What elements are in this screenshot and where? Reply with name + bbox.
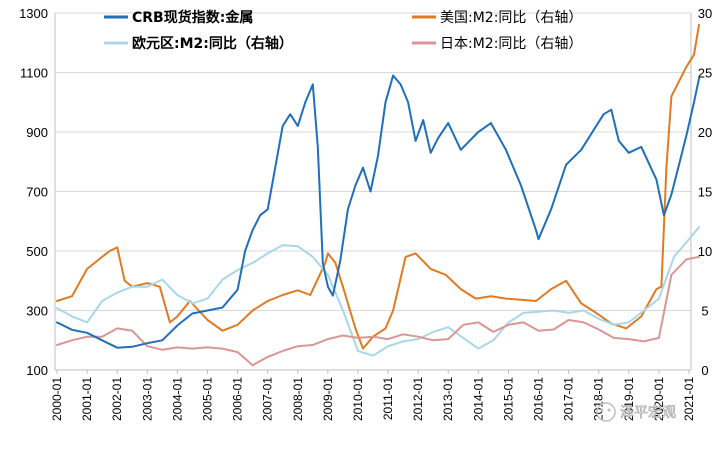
x-tick-label: 2002-01	[110, 377, 124, 421]
x-tick-label: 2009-01	[321, 377, 335, 421]
x-tick-label: 2006-01	[231, 377, 245, 421]
legend-label: 美国:M2:同比（右轴）	[440, 10, 582, 26]
wechat-icon-eye-left	[600, 408, 604, 412]
legend-label: 欧元区:M2:同比（右轴）	[132, 35, 293, 52]
x-tick-label: 2015-01	[501, 377, 515, 421]
x-tick-label: 2021-01	[682, 377, 696, 421]
left-tick-label: 1300	[19, 6, 48, 21]
left-tick-label: 300	[26, 304, 48, 319]
left-tick-label: 500	[26, 244, 48, 259]
x-tick-label: 2000-01	[50, 377, 64, 421]
x-tick-label: 2019-01	[622, 377, 636, 421]
x-tick-label: 2020-01	[652, 377, 666, 421]
x-tick-label: 2012-01	[411, 377, 425, 421]
right-tick-label: 10	[698, 244, 712, 259]
x-tick-label: 2017-01	[562, 377, 576, 421]
left-tick-label: 100	[26, 363, 48, 378]
x-tick-label: 2010-01	[351, 377, 365, 421]
right-tick-label: 25	[698, 66, 712, 81]
watermark: 泽平宏观	[596, 402, 676, 422]
x-tick-label: 2001-01	[80, 377, 94, 421]
grid-lines	[55, 12, 691, 371]
right-tick-label: 0	[701, 363, 708, 378]
left-tick-label: 900	[26, 125, 48, 140]
x-tick-label: 2018-01	[592, 377, 606, 421]
series-line-2	[56, 226, 700, 357]
right-tick-label: 20	[698, 125, 712, 140]
wechat-icon-eye-right	[607, 408, 611, 412]
x-tick-label: 2003-01	[140, 377, 154, 421]
right-tick-label: 30	[698, 6, 712, 21]
x-tick-label: 2016-01	[532, 377, 546, 421]
left-tick-label: 700	[26, 185, 48, 200]
series-line-1	[56, 23, 700, 350]
x-tick-label: 2014-01	[471, 377, 485, 421]
x-tick-label: 2007-01	[261, 377, 275, 421]
right-tick-label: 5	[701, 304, 708, 319]
series-line-3	[56, 255, 700, 367]
right-axis: 0 5 10 15 20 25 30	[690, 6, 712, 378]
series-line-0	[56, 74, 700, 349]
watermark-text: 泽平宏观	[620, 405, 676, 421]
wechat-icon	[596, 402, 616, 422]
x-tick-label: 2008-01	[291, 377, 305, 421]
right-tick-label: 15	[698, 185, 712, 200]
left-tick-label: 1100	[20, 66, 48, 81]
legend-label: 日本:M2:同比（右轴）	[440, 36, 582, 52]
legend-label: CRB现货指数:金属	[132, 9, 253, 26]
series-lines	[56, 23, 700, 367]
x-tick-label: 2013-01	[441, 377, 455, 421]
x-axis: 2000-01 2001-01 2002-01 2003-01 2004-01 2005-…	[50, 369, 696, 421]
x-tick-label: 2011-01	[381, 377, 395, 420]
x-tick-label: 2004-01	[170, 377, 184, 421]
x-tick-label: 2005-01	[200, 377, 214, 421]
legend: CRB现货指数:金属 美国:M2:同比（右轴） 欧元区:M2:同比（右轴） 日本:M2…	[104, 9, 582, 52]
left-axis: 100 300 500 700 900 1100 1300	[19, 6, 56, 378]
